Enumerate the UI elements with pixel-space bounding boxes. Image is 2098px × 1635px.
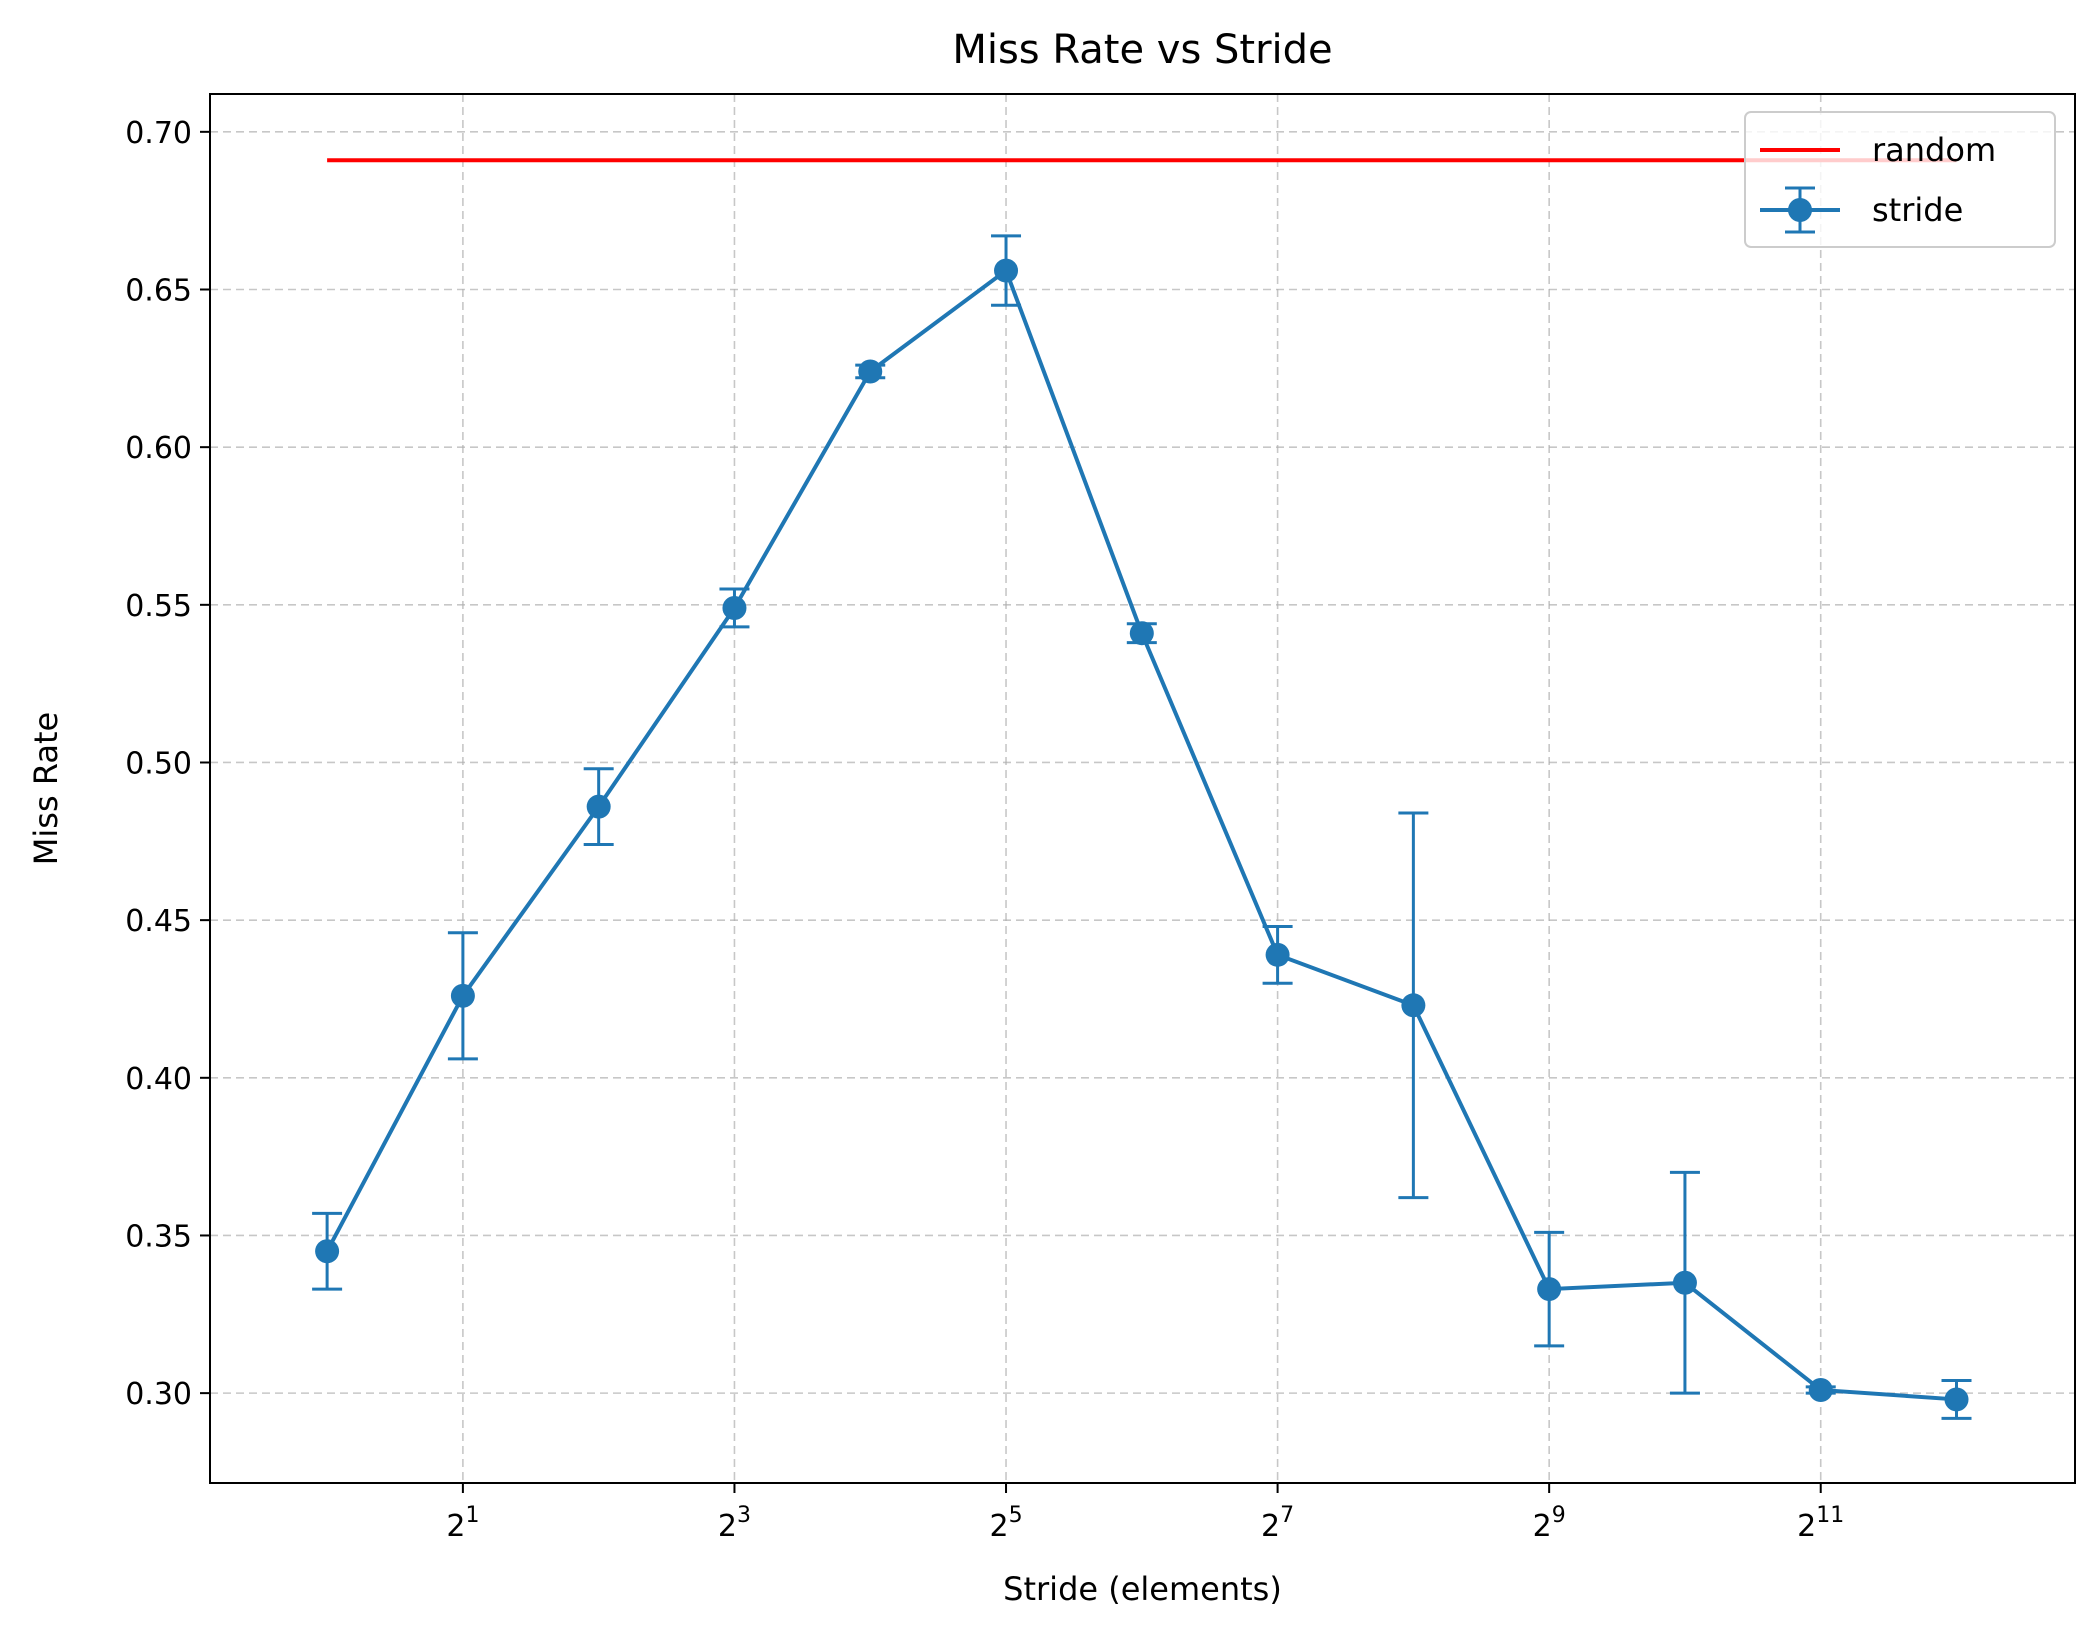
x-axis-label: Stride (elements)	[1003, 1570, 1282, 1608]
x-tick-label: 23	[718, 1503, 751, 1544]
y-tick-label: 0.35	[125, 1219, 192, 1254]
stride-point	[858, 359, 883, 384]
stride-legend-marker	[1788, 198, 1812, 222]
stride-point	[994, 258, 1019, 283]
legend: random stride	[1744, 111, 2056, 248]
chart-title: Miss Rate vs Stride	[952, 27, 1332, 73]
x-tick-label: 27	[1261, 1503, 1294, 1544]
plot-frame	[209, 93, 2076, 1484]
y-tick-label: 0.30	[125, 1377, 192, 1412]
axis-ticks: 0.30 0.35 0.40 0.45 0.50 0.55 0.60 0.65 0.70 21 23…	[125, 116, 1844, 1544]
stride-point	[1401, 993, 1426, 1018]
stride-point	[1537, 1277, 1562, 1302]
grid	[210, 94, 2075, 1483]
stride-point	[1129, 621, 1154, 646]
random-legend-label: random	[1872, 131, 1996, 169]
x-tick-label: 29	[1533, 1503, 1566, 1544]
y-tick-label: 0.65	[125, 274, 192, 309]
y-tick-label: 0.55	[125, 589, 192, 624]
stride-point	[1672, 1270, 1697, 1295]
stride-point	[1808, 1377, 1833, 1402]
x-tick-label: 25	[989, 1503, 1022, 1544]
y-tick-label: 0.45	[125, 904, 192, 939]
y-axis-label: Miss Rate	[27, 712, 65, 865]
stride-point	[1265, 942, 1290, 967]
stride-point	[722, 595, 747, 620]
y-tick-label: 0.40	[125, 1062, 192, 1097]
x-tick-label: 211	[1797, 1503, 1844, 1544]
stride-point	[586, 794, 611, 819]
stride-point	[450, 983, 475, 1008]
legend-box	[1744, 111, 2056, 248]
y-tick-label: 0.50	[125, 746, 192, 781]
stride-point	[315, 1239, 340, 1264]
stride-point	[1944, 1387, 1969, 1412]
stride-legend-label: stride	[1872, 191, 1963, 229]
x-tick-label: 21	[446, 1503, 479, 1544]
y-tick-label: 0.70	[125, 116, 192, 151]
y-tick-label: 0.60	[125, 431, 192, 466]
plot-data	[312, 158, 1972, 1420]
